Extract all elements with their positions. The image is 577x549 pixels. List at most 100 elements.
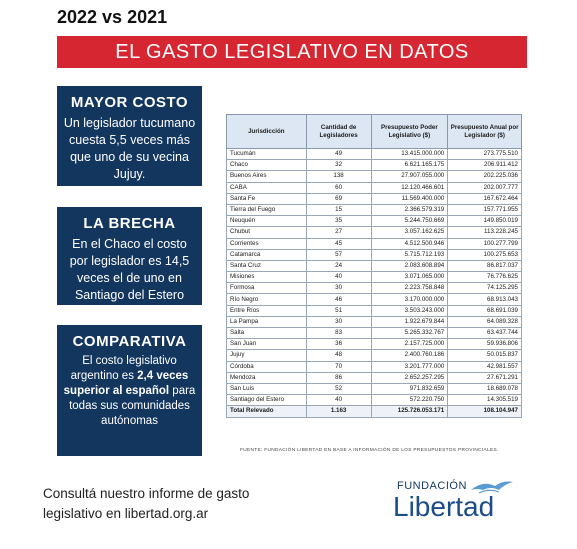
page-heading: 2022 vs 2021 (57, 7, 168, 27)
cell-presupuesto: 2.083.608.894 (370, 259, 449, 273)
cell-legisladores: 138 (305, 170, 372, 183)
cell-por-legislador: 76.776.625 (447, 271, 522, 284)
cell-jurisdiccion: Tierra del Fuego (226, 203, 307, 217)
table-row: Catamarca 57 5.715.712.193 100.275.653 (226, 248, 522, 261)
cell-jurisdiccion: San Juan (226, 338, 307, 351)
logo-main-text: Libertad (393, 491, 495, 522)
table-row: Formosa 30 2.223.758.848 74.125.295 (226, 282, 522, 295)
cell-por-legislador: 149.850.019 (447, 215, 522, 228)
table-row: Santa Cruz 24 2.083.608.894 86.817.037 (226, 259, 522, 273)
table-body: Tucumán 49 13.415.000.000 273.775.510 Chaco 3… (226, 147, 522, 418)
table-row: CABA 60 12.120.466.601 202.007.777 (226, 181, 522, 194)
table-row: Misiones 40 3.071.065.000 76.776.625 (226, 271, 522, 284)
cell-por-legislador: 108.104.947 (447, 405, 522, 418)
cell-por-legislador: 59.936.806 (447, 338, 522, 351)
cell-legisladores: 57 (305, 248, 372, 261)
cell-por-legislador: 68.691.039 (447, 304, 522, 317)
info-card-la-brecha: LA BRECHA En el Chaco el costo por legis… (57, 207, 202, 305)
table-row: La Pampa 30 1.922.679.844 64.089.328 (226, 315, 522, 329)
cell-legisladores: 83 (305, 326, 372, 340)
cell-por-legislador: 157.771.955 (447, 203, 522, 217)
cell-legisladores: 30 (305, 315, 372, 329)
cell-legisladores: 1.163 (305, 405, 372, 418)
cell-jurisdiccion: Santiago del Estero (226, 394, 307, 407)
cell-jurisdiccion: Chubut (226, 226, 307, 239)
source-note: FUENTE: FUNDACIÓN LIBERTAD EN BASE A INF… (240, 448, 499, 453)
table-row: San Juan 36 2.157.725.000 59.936.806 (226, 338, 522, 351)
table-row: Entre Ríos 51 3.503.243.000 68.691.039 (226, 304, 522, 317)
cell-por-legislador: 27.671.291 (447, 371, 522, 384)
cell-jurisdiccion: Misiones (226, 271, 307, 284)
card-title: LA BRECHA (83, 215, 176, 232)
cta-line: Consultá nuestro informe de gasto (43, 486, 250, 501)
cell-presupuesto: 125.726.053.171 (370, 405, 449, 418)
card-body-pre: El costo legislativo argentino es (70, 355, 177, 382)
cell-presupuesto: 3.170.000.000 (370, 293, 449, 306)
cell-jurisdiccion: Entre Ríos (226, 304, 307, 317)
cell-por-legislador: 63.437.744 (447, 326, 522, 340)
bird-icon (471, 481, 513, 494)
cell-jurisdiccion: Jujuy (226, 349, 307, 362)
cell-jurisdiccion: Neuquén (226, 215, 307, 228)
cell-presupuesto: 2.157.725.000 (370, 338, 449, 351)
cell-legisladores: 27 (305, 226, 372, 239)
budget-table: Jurisdicción Cantidad de Legisladores Pr… (226, 114, 522, 418)
table-row: Salta 83 5.265.332.767 63.437.744 (226, 326, 522, 340)
cell-jurisdiccion: Río Negro (226, 293, 307, 306)
table-row: Jujuy 48 2.400.760.186 50.015.837 (226, 349, 522, 362)
cell-legisladores: 46 (305, 293, 372, 306)
header-presupuesto: Presupuesto Poder Legislativo ($) (370, 114, 449, 149)
cell-legisladores: 70 (305, 360, 372, 373)
cta-text: Consultá nuestro informe de gasto legisl… (43, 484, 249, 524)
cell-por-legislador: 18.689.078 (447, 382, 522, 396)
cell-presupuesto: 1.922.679.844 (370, 315, 449, 329)
cell-jurisdiccion: La Pampa (226, 315, 307, 329)
cell-jurisdiccion: Mendoza (226, 371, 307, 384)
cell-por-legislador: 202.225.036 (447, 170, 522, 183)
cell-presupuesto: 3.057.162.625 (370, 226, 449, 239)
cell-legisladores: 36 (305, 338, 372, 351)
budget-table-panel: Jurisdicción Cantidad de Legisladores Pr… (226, 114, 522, 418)
cell-presupuesto: 2.652.257.295 (370, 371, 449, 384)
cell-presupuesto: 3.503.243.000 (370, 304, 449, 317)
cell-presupuesto: 2.366.579.319 (370, 203, 449, 217)
cell-legisladores: 45 (305, 237, 372, 250)
cell-legisladores: 32 (305, 159, 372, 172)
cell-presupuesto: 3.201.777.000 (370, 360, 449, 373)
cell-jurisdiccion: Tucumán (226, 147, 307, 161)
cell-por-legislador: 50.015.837 (447, 349, 522, 362)
cell-presupuesto: 13.415.000.000 (370, 147, 449, 161)
cell-presupuesto: 4.512.500.946 (370, 237, 449, 250)
cell-presupuesto: 572.220.750 (370, 394, 449, 407)
cell-legisladores: 52 (305, 382, 372, 396)
cell-jurisdiccion: Catamarca (226, 248, 307, 261)
cell-presupuesto: 6.621.165.175 (370, 159, 449, 172)
cell-presupuesto: 971.832.659 (370, 382, 449, 396)
info-card-mayor-costo: MAYOR COSTO Un legislador tucumano cuest… (57, 86, 202, 186)
table-row: Neuquén 35 5.244.750.669 149.850.019 (226, 215, 522, 228)
cell-presupuesto: 2.223.758.848 (370, 282, 449, 295)
fundacion-libertad-logo: FUNDACIÓN Libertad (393, 478, 518, 526)
table-total-row: Total Relevado 1.163 125.726.053.171 108.10… (226, 405, 522, 418)
table-row: Buenos Aires 138 27.907.055.000 202.225.036 (226, 170, 522, 183)
table-row: San Luis 52 971.832.659 18.689.078 (226, 382, 522, 396)
cell-por-legislador: 100.277.799 (447, 237, 522, 250)
header-jurisdiccion: Jurisdicción (226, 114, 307, 149)
cell-presupuesto: 12.120.466.601 (370, 181, 449, 194)
table-row: Santa Fe 69 11.569.400.000 167.672.464 (226, 192, 522, 205)
cell-legisladores: 15 (305, 203, 372, 217)
table-row: Río Negro 46 3.170.000.000 68.913.043 (226, 293, 522, 306)
card-title: COMPARATIVA (72, 333, 187, 350)
cell-por-legislador: 113.228.245 (447, 226, 522, 239)
cta-line: legislativo en libertad.org.ar (43, 506, 209, 521)
table-row: Santiago del Estero 40 572.220.750 14.305.5… (226, 394, 522, 407)
table-row: Chubut 27 3.057.162.625 113.228.245 (226, 226, 522, 239)
cell-presupuesto: 27.907.055.000 (370, 170, 449, 183)
cell-por-legislador: 206.911.412 (447, 159, 522, 172)
card-body: El costo legislativo argentino es 2,4 ve… (57, 354, 202, 429)
table-row: Chaco 32 6.621.165.175 206.911.412 (226, 159, 522, 172)
table-row: Córdoba 70 3.201.777.000 42.981.557 (226, 360, 522, 373)
table-row: Corrientes 45 4.512.500.946 100.277.799 (226, 237, 522, 250)
cell-jurisdiccion: Salta (226, 326, 307, 340)
cell-jurisdiccion: Buenos Aires (226, 170, 307, 183)
